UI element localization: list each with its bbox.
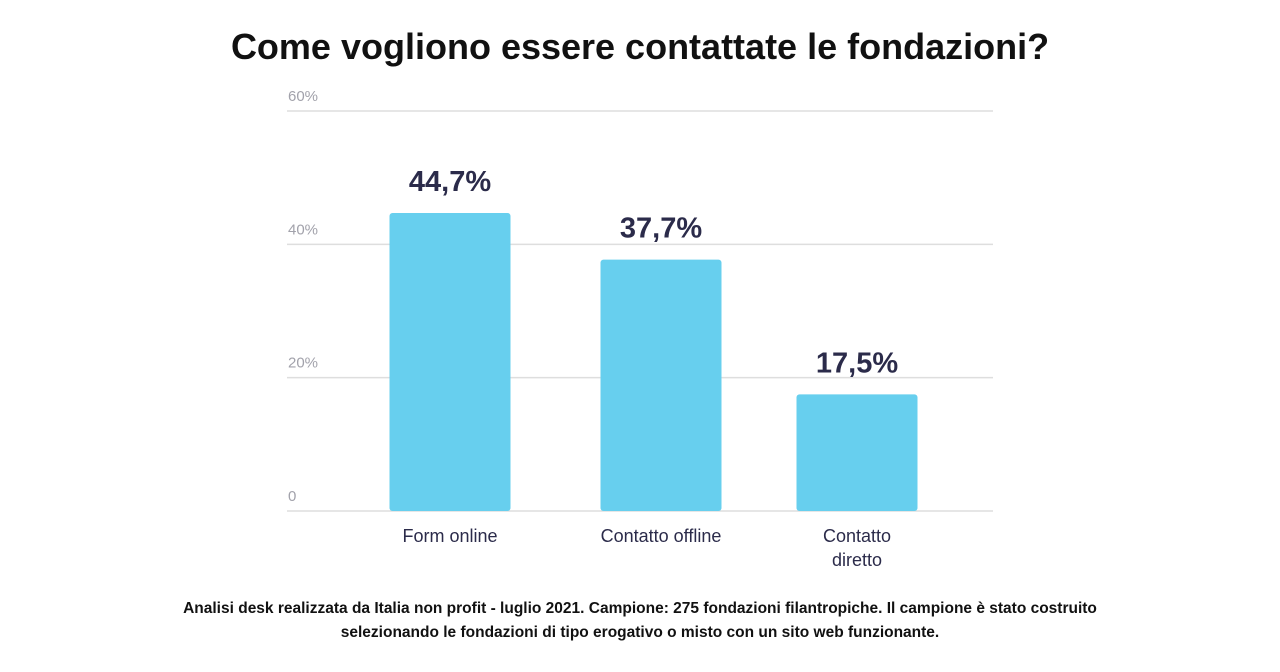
- category-label: diretto: [832, 550, 882, 570]
- y-axis-ticks: 0 20% 40% 60%: [288, 88, 318, 505]
- y-tick-label: 60%: [288, 88, 318, 105]
- bar: [389, 213, 511, 511]
- value-labels: 44,7% 37,7% 17,5%: [409, 166, 898, 379]
- value-label: 44,7%: [409, 166, 491, 198]
- chart-title: Come vogliono essere contattate le fonda…: [230, 26, 1050, 67]
- category-label: Contatto: [823, 526, 891, 546]
- value-label: 17,5%: [816, 347, 898, 379]
- y-tick-label: 40%: [288, 221, 318, 238]
- bar: [796, 394, 918, 511]
- footnote-line-1: Analisi desk realizzata da Italia non pr…: [183, 600, 1097, 617]
- bar: [600, 259, 722, 511]
- category-label: Form online: [402, 526, 497, 546]
- category-labels: Form online Contatto offline Contatto diret…: [402, 526, 891, 570]
- bars: [389, 213, 918, 511]
- category-label: Contatto offline: [601, 526, 722, 546]
- y-tick-label: 20%: [288, 355, 318, 372]
- value-label: 37,7%: [620, 213, 702, 245]
- footnote: Analisi desk realizzata da Italia non pr…: [100, 597, 1180, 645]
- y-tick-label: 0: [288, 488, 296, 505]
- footnote-line-2: selezionando le fondazioni di tipo eroga…: [340, 624, 940, 641]
